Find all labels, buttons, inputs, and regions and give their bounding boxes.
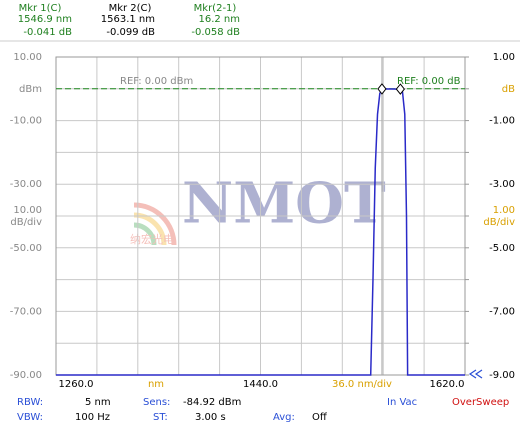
marker-x: 16.2 nm <box>198 14 240 25</box>
watermark-brand: NMOT <box>182 171 386 237</box>
y2-tick-label: dB <box>502 84 515 95</box>
y2-tick-label: 1.00 <box>493 52 515 63</box>
x-unit: nm <box>148 379 164 390</box>
footer-label: Sens: <box>143 397 170 408</box>
footer-value: 5 nm <box>85 397 111 408</box>
marker-name: Mkr 1(C) <box>19 3 62 14</box>
footer-label: Avg: <box>273 412 295 423</box>
y2-div-label: 1.00 <box>493 205 515 216</box>
y-tick-label: 10.00 <box>13 52 42 63</box>
y-tick-label: -90.00 <box>10 370 42 381</box>
y-tick-label: -30.00 <box>10 179 42 190</box>
y2-tick-label: -1.00 <box>489 116 515 127</box>
logo-arc <box>133 212 167 246</box>
footer-value: Off <box>312 412 328 423</box>
marker-y: -0.058 dB <box>191 27 240 38</box>
footer-label: VBW: <box>17 412 43 423</box>
y-tick-label: -50.00 <box>10 243 42 254</box>
ref-label: REF: 0.00 dB <box>397 76 461 87</box>
footer-status: OverSweep <box>452 397 509 408</box>
y2-tick-label: -5.00 <box>489 243 515 254</box>
y-div-label: 10.00 <box>13 205 42 216</box>
footer-value: -84.92 dBm <box>183 397 241 408</box>
x-tick-label: 1260.0 <box>59 379 94 390</box>
marker-name: Mkr(2-1) <box>194 3 237 14</box>
y-tick-label: dBm <box>19 84 42 95</box>
footer-value: 100 Hz <box>75 412 110 423</box>
marker <box>377 83 387 95</box>
marker-y: -0.099 dB <box>106 27 155 38</box>
logo-arc <box>133 222 157 246</box>
ref-label: REF: 0.00 dBm <box>120 76 193 87</box>
x-tick-label: 1440.0 <box>243 379 278 390</box>
y2-tick-label: -3.00 <box>489 179 515 190</box>
y-div-label: dB/div <box>10 217 42 228</box>
marker-name: Mkr 2(C) <box>109 3 152 14</box>
y-tick-label: -10.00 <box>10 116 42 127</box>
marker <box>395 83 405 95</box>
marker-x: 1563.1 nm <box>101 14 155 25</box>
footer-value: 3.00 s <box>195 412 226 423</box>
scroll-icon <box>468 369 483 379</box>
y2-div-label: dB/div <box>483 217 515 228</box>
marker-y: -0.041 dB <box>23 27 72 38</box>
y-tick-label: -70.00 <box>10 306 42 317</box>
footer-label: ST: <box>153 412 168 423</box>
y2-tick-label: -7.00 <box>489 306 515 317</box>
footer-status: In Vac <box>387 397 417 408</box>
y2-tick-label: -9.00 <box>489 370 515 381</box>
x-tick-label: 1620.0 <box>430 379 465 390</box>
watermark: NMOT 纳宏光电 <box>130 171 386 246</box>
footer-label: RBW: <box>17 397 43 408</box>
watermark-sub: 纳宏光电 <box>130 232 174 246</box>
marker-x: 1546.9 nm <box>18 14 72 25</box>
logo-arc <box>133 202 177 246</box>
x-div-label: 36.0 nm/div <box>332 379 392 390</box>
